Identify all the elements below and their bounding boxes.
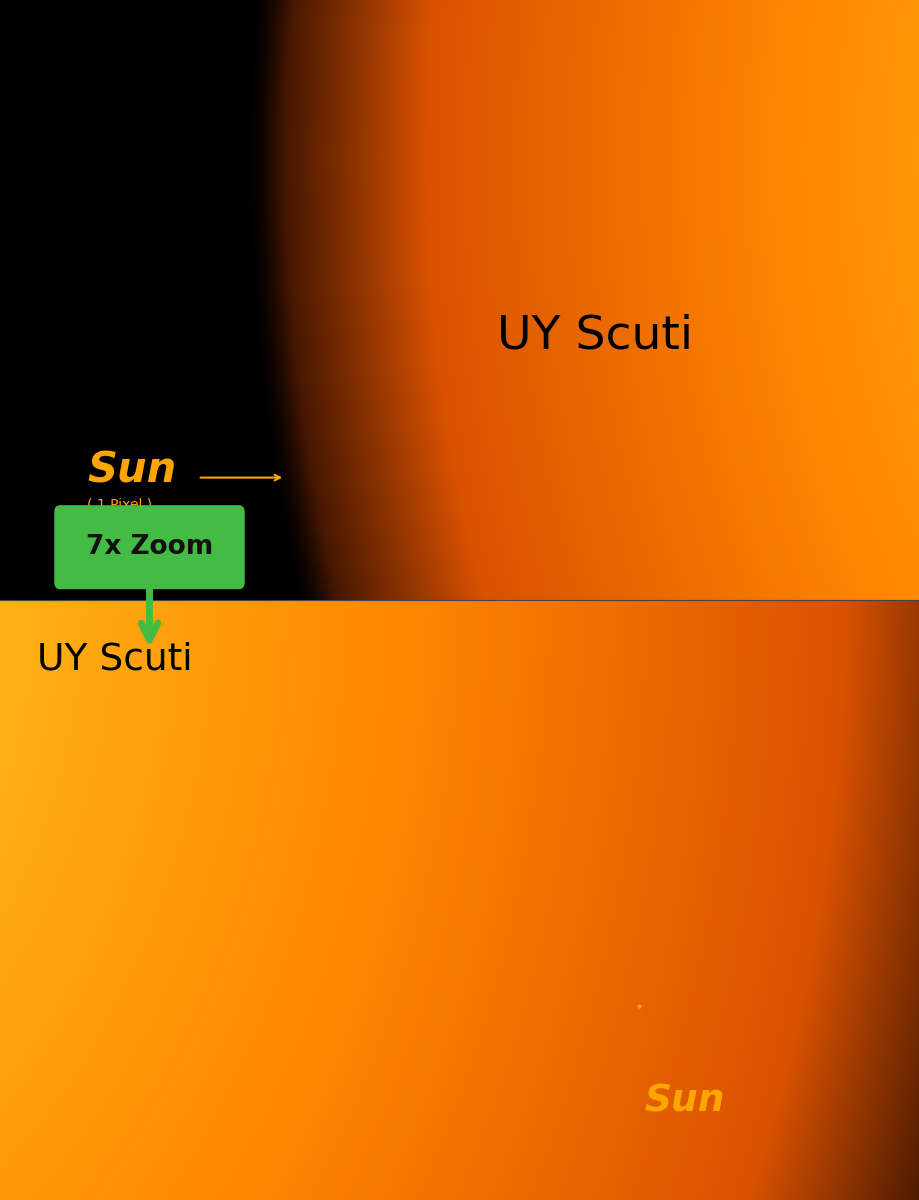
Text: Sun: Sun <box>643 1084 724 1120</box>
Text: 7x Zoom: 7x Zoom <box>85 534 213 560</box>
Text: ( 1 Pixel ): ( 1 Pixel ) <box>87 497 153 511</box>
Text: Sun: Sun <box>87 449 176 492</box>
Text: UY Scuti: UY Scuti <box>37 642 192 678</box>
FancyBboxPatch shape <box>54 505 244 589</box>
Text: UY Scuti: UY Scuti <box>496 313 692 359</box>
